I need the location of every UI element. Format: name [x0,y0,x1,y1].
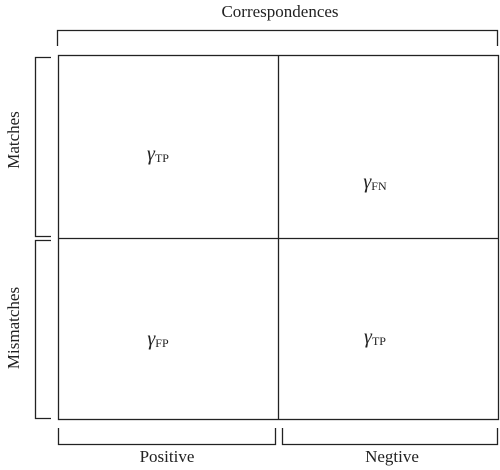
cell-subscript: TP [372,334,386,348]
cell-symbol: γ [147,143,156,165]
left-bracket [34,56,51,238]
cell-subscript: TP [155,151,169,165]
cell-symbol: γ [363,171,372,193]
cell-subscript: FN [371,179,387,193]
top-title: Correspondences [221,2,338,21]
top-bracket [56,29,499,46]
cell-subscript: FP [155,336,169,350]
cell-label: γFN [363,171,387,193]
bottom-bracket [57,428,277,446]
column-label: Negtive [365,447,419,466]
cell-symbol: γ [147,328,156,350]
row-label: Matches [4,111,23,169]
cell-label: γTP [147,143,169,165]
left-bracket [34,239,51,420]
cell-symbol: γ [364,326,373,348]
cell-label: γFP [147,328,169,350]
bottom-bracket [281,428,499,446]
cell-label: γTP [364,326,386,348]
row-label: Mismatches [4,287,23,369]
column-label: Positive [140,447,195,466]
